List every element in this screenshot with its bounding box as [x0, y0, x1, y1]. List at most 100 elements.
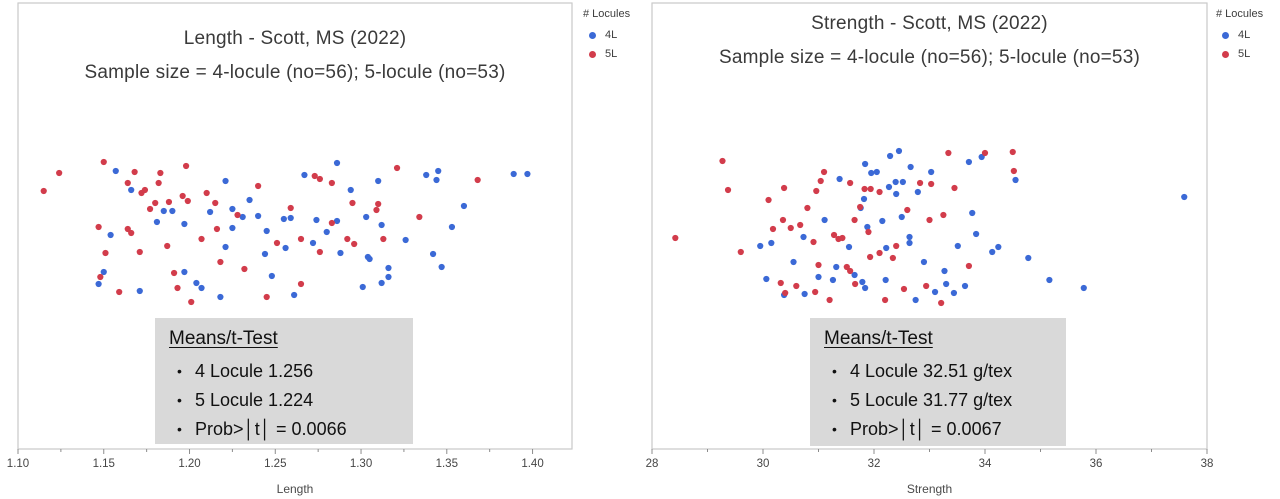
data-point-5L [916, 179, 924, 187]
data-point-5L [416, 213, 423, 221]
data-point-4L [169, 207, 176, 215]
data-point-4L [989, 248, 996, 256]
data-point-4L [107, 231, 114, 239]
legend-item-5l[interactable]: 5L [583, 48, 645, 60]
x-tick-label: 1.20 [178, 458, 200, 470]
legend-item-4l[interactable]: 4L [583, 29, 645, 41]
data-point-4L [836, 175, 843, 183]
data-point-4L [378, 279, 385, 287]
data-point-4L [153, 218, 161, 226]
data-point-5L [157, 169, 164, 177]
bullet-icon: • [832, 392, 837, 408]
data-point-5L [820, 168, 828, 176]
data-point-5L [928, 180, 935, 188]
data-point-5L [124, 179, 131, 187]
data-point-4L [435, 167, 442, 175]
data-point-5L [165, 198, 173, 206]
means-line-4locule: • 4 Locule 1.256 [167, 357, 401, 386]
data-point-5L [797, 221, 804, 229]
x-tick-label: 1.40 [521, 458, 543, 470]
data-point-4L [524, 170, 531, 178]
data-point-5L [940, 211, 947, 219]
data-point-4L [448, 223, 456, 231]
data-point-5L [311, 172, 318, 180]
x-axis-title: Length [276, 482, 314, 496]
data-point-4L [898, 213, 905, 221]
x-tick-label: 1.15 [93, 458, 115, 470]
data-point-4L [402, 236, 409, 244]
data-point-4L [862, 160, 869, 168]
data-point-4L [893, 190, 900, 198]
data-point-4L [206, 208, 214, 216]
data-point-5L [141, 186, 149, 194]
data-point-5L [852, 280, 859, 288]
legend-title: # Locules [1216, 8, 1264, 20]
data-point-5L [198, 235, 205, 243]
data-point-5L [793, 282, 800, 290]
data-point-5L [234, 211, 241, 219]
data-point-5L [328, 219, 335, 227]
data-point-4L [363, 213, 370, 221]
data-point-5L [830, 231, 838, 239]
data-point-4L [301, 171, 308, 179]
data-point-4L [1080, 284, 1087, 292]
data-point-5L [938, 299, 945, 307]
data-point-5L [328, 179, 335, 187]
data-point-4L [912, 296, 919, 304]
data-point-5L [804, 204, 811, 212]
x-tick-label: 1.30 [350, 458, 372, 470]
data-point-4L [128, 186, 135, 194]
x-tick-label: 1.35 [436, 458, 458, 470]
bullet-icon: • [177, 363, 182, 379]
data-point-5L [847, 267, 854, 275]
data-point-4L [995, 243, 1002, 251]
data-point-4L [217, 293, 224, 301]
data-point-5L [287, 204, 294, 212]
data-point-4L [914, 188, 921, 196]
data-point-5L [779, 216, 787, 224]
data-point-4L [815, 273, 822, 281]
data-point-5L [97, 273, 104, 281]
data-point-4L [845, 243, 853, 251]
data-point-4L [892, 178, 899, 186]
data-point-4L [375, 177, 382, 185]
legend-dot-blue-icon [1222, 31, 1229, 39]
data-point-4L [229, 224, 236, 232]
x-tick-label: 38 [1201, 458, 1214, 470]
data-point-4L [280, 215, 287, 223]
data-point-4L [385, 273, 392, 281]
data-point-4L [136, 287, 143, 295]
x-tick-label: 30 [757, 458, 770, 470]
chart-title: Strength - Scott, MS (2022) [811, 13, 1048, 34]
data-point-4L [385, 264, 392, 272]
data-point-4L [883, 244, 890, 252]
data-point-4L [309, 239, 317, 247]
data-point-5L [182, 162, 190, 170]
data-point-5L [1010, 167, 1017, 175]
data-point-5L [926, 216, 933, 224]
legend-label: 5L [1238, 48, 1251, 60]
data-point-4L [800, 233, 807, 241]
legend-item-5l[interactable]: 5L [1216, 48, 1278, 60]
legend-item-4l[interactable]: 4L [1216, 29, 1278, 41]
data-point-4L [313, 216, 320, 224]
data-point-4L [181, 220, 188, 228]
data-point-4L [941, 267, 948, 275]
data-point-4L [882, 276, 889, 284]
bullet-icon: • [177, 392, 182, 408]
means-box-heading: Means/t-Test [169, 328, 278, 349]
data-point-4L [768, 239, 775, 247]
length-scatter-plot: 1.10 1.15 1.20 1.25 1.30 1.35 1.40 [7, 2, 573, 470]
data-point-5L [351, 240, 358, 248]
data-point-4L [239, 213, 246, 221]
data-point-5L [847, 179, 854, 187]
data-point-5L [923, 282, 930, 290]
data-point-5L [344, 235, 351, 243]
data-point-4L [920, 258, 928, 266]
data-point-4L [261, 250, 269, 258]
legend: # Locules 4L 5L [583, 8, 645, 67]
data-point-5L [128, 229, 135, 237]
data-point-5L [273, 239, 281, 247]
data-point-4L [429, 250, 437, 258]
data-point-5L [116, 288, 123, 296]
